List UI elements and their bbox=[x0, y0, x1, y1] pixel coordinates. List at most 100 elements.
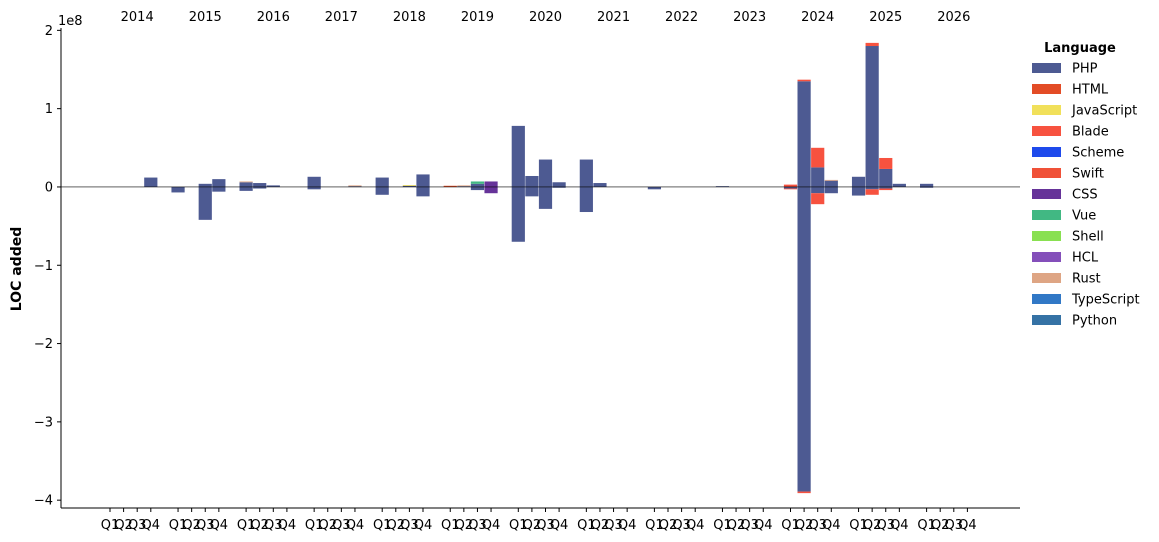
bar-segment-php-2014-q4 bbox=[144, 177, 158, 187]
x-tick-label-q3: Q3 bbox=[945, 518, 964, 533]
x-tick-label-q4: Q4 bbox=[210, 518, 229, 533]
y-ticks: 2 1 0 −1 −2 −3 −4 bbox=[34, 24, 61, 509]
bar-segment-blade-2025-q3 bbox=[879, 188, 893, 191]
bar-segment-php-2024-q3 bbox=[811, 167, 825, 187]
bar-segment-php-2025-q1 bbox=[851, 176, 866, 187]
bar-segment-php-2025-q3 bbox=[879, 168, 893, 187]
y-tick-label: −3 bbox=[34, 415, 53, 430]
legend-label-vue: Vue bbox=[1072, 209, 1096, 224]
year-labels: 2014 2015 2016 2017 2018 2019 2020 2021 2022 2023… bbox=[121, 10, 971, 25]
x-tick-label-q1: Q1 bbox=[645, 518, 664, 533]
x-tick-label-q2: Q2 bbox=[250, 518, 269, 533]
x-tick-label-q2: Q2 bbox=[591, 518, 610, 533]
legend-swatch-swift bbox=[1032, 168, 1061, 178]
x-tick-label-q3: Q3 bbox=[740, 518, 759, 533]
bar-segment-blade-2024-q2 bbox=[797, 491, 811, 494]
bar-segment-php-2016-q3 bbox=[266, 185, 280, 187]
x-tick-label-q3: Q3 bbox=[128, 518, 147, 533]
x-tick-label-q1: Q1 bbox=[101, 518, 120, 533]
bar-segment-rust-2024-q4 bbox=[824, 179, 838, 181]
legend-label-rust: Rust bbox=[1072, 272, 1101, 287]
legend-items: PHP HTML JavaScript Blade Scheme Swift CSS Vue S… bbox=[1032, 62, 1140, 329]
bar-segment-php-2018-q1 bbox=[375, 186, 389, 195]
x-tick-label-q3: Q3 bbox=[604, 518, 623, 533]
bar-segment-php-2022-q1 bbox=[647, 186, 661, 190]
x-tick-label-q3: Q3 bbox=[264, 518, 283, 533]
x-tick-label-q3: Q3 bbox=[196, 518, 215, 533]
bar-segment-php-2024-q2 bbox=[797, 81, 811, 187]
bar-segment-php-2019-q2 bbox=[457, 186, 471, 187]
bar-segment-php-2020-q4 bbox=[552, 186, 566, 188]
bar-segment-php-2018-q4 bbox=[416, 186, 430, 197]
bar-segment-php-2018-q4 bbox=[416, 174, 430, 187]
bar-segment-php-2025-q4 bbox=[892, 183, 906, 187]
bar-segment-php-2024-q4 bbox=[824, 180, 838, 187]
bar-segment-css-2019-q4 bbox=[484, 181, 498, 187]
bar-segment-blade-2024-q3 bbox=[811, 193, 825, 205]
x-tick-label-q2: Q2 bbox=[795, 518, 814, 533]
x-tick-label-q1: Q1 bbox=[713, 518, 732, 533]
x-tick-label-q1: Q1 bbox=[509, 518, 528, 533]
x-tick-label-q4: Q4 bbox=[618, 518, 637, 533]
legend-label-python: Python bbox=[1072, 314, 1117, 329]
legend-swatch-shell bbox=[1032, 231, 1061, 241]
bar-segment-php-2015-q4 bbox=[212, 179, 226, 187]
x-tick-label-q4: Q4 bbox=[346, 518, 365, 533]
year-label-2025: 2025 bbox=[869, 10, 902, 25]
y-tick-label: −1 bbox=[34, 259, 53, 274]
bar-segment-vue-2019-q3 bbox=[470, 181, 485, 184]
legend-swatch-html bbox=[1032, 84, 1061, 94]
y-tick-label: 2 bbox=[45, 24, 53, 39]
year-label-2022: 2022 bbox=[665, 10, 698, 25]
y-tick-label: −2 bbox=[34, 337, 53, 352]
y-tick-label: −4 bbox=[34, 494, 53, 509]
x-tick-label-q4: Q4 bbox=[686, 518, 705, 533]
x-tick-label-q2: Q2 bbox=[727, 518, 746, 533]
x-tick-label-q2: Q2 bbox=[455, 518, 474, 533]
x-tick-label-q3: Q3 bbox=[468, 518, 487, 533]
bar-segment-php-2025-q2 bbox=[865, 186, 879, 190]
y-tick-label: 1 bbox=[45, 102, 53, 117]
bar-segment-blade-2024-q1 bbox=[783, 188, 798, 190]
bar-segment-php-2020-q2 bbox=[525, 175, 539, 187]
year-label-2023: 2023 bbox=[733, 10, 766, 25]
year-label-2026: 2026 bbox=[937, 10, 970, 25]
bar-segment-php-2016-q1 bbox=[239, 182, 253, 187]
x-tick-label-q4: Q4 bbox=[822, 518, 841, 533]
x-tick-label-q4: Q4 bbox=[550, 518, 569, 533]
bar-segment-php-2018-q1 bbox=[375, 177, 389, 187]
bar-segment-rust-2019-q2 bbox=[457, 185, 471, 187]
bar-segment-php-2019-q3 bbox=[470, 183, 485, 187]
bars-layer bbox=[144, 42, 934, 494]
bar-segment-php-2016-q1 bbox=[239, 186, 253, 191]
x-tick-label-q2: Q2 bbox=[931, 518, 950, 533]
legend-swatch-php bbox=[1032, 63, 1061, 73]
bar-segment-blade-2025-q3 bbox=[879, 157, 893, 169]
x-tick-label-q2: Q2 bbox=[863, 518, 882, 533]
x-tick-label-q3: Q3 bbox=[672, 518, 691, 533]
bar-segment-php-2026-q1 bbox=[920, 186, 934, 188]
x-tick-label-q4: Q4 bbox=[482, 518, 501, 533]
bar-segment-php-2024-q2 bbox=[797, 186, 811, 492]
legend-label-blade: Blade bbox=[1072, 125, 1109, 140]
bar-segment-php-2021-q1 bbox=[579, 159, 593, 187]
x-tick-label-q1: Q1 bbox=[781, 518, 800, 533]
legend-label-shell: Shell bbox=[1072, 230, 1104, 245]
legend-swatch-vue bbox=[1032, 210, 1061, 220]
x-tick-label-q2: Q2 bbox=[387, 518, 406, 533]
bar-segment-php-2025-q3 bbox=[879, 186, 893, 189]
bar-segment-php-2018-q3 bbox=[402, 185, 416, 187]
legend-swatch-typescript bbox=[1032, 294, 1061, 304]
bar-segment-rust-2016-q1 bbox=[239, 181, 253, 183]
x-tick-label-q1: Q1 bbox=[577, 518, 596, 533]
legend: Language PHP HTML JavaScript Blade Scheme Swi… bbox=[1032, 41, 1140, 329]
legend-swatch-css bbox=[1032, 189, 1061, 199]
year-label-2018: 2018 bbox=[393, 10, 426, 25]
year-label-2014: 2014 bbox=[121, 10, 154, 25]
bar-segment-php-2025-q1 bbox=[851, 186, 866, 196]
bar-segment-php-2015-q3 bbox=[198, 183, 212, 187]
bar-segment-html-2019-q1 bbox=[443, 185, 457, 187]
x-tick-label-q1: Q1 bbox=[237, 518, 256, 533]
x-tick-label-q4: Q4 bbox=[142, 518, 161, 533]
